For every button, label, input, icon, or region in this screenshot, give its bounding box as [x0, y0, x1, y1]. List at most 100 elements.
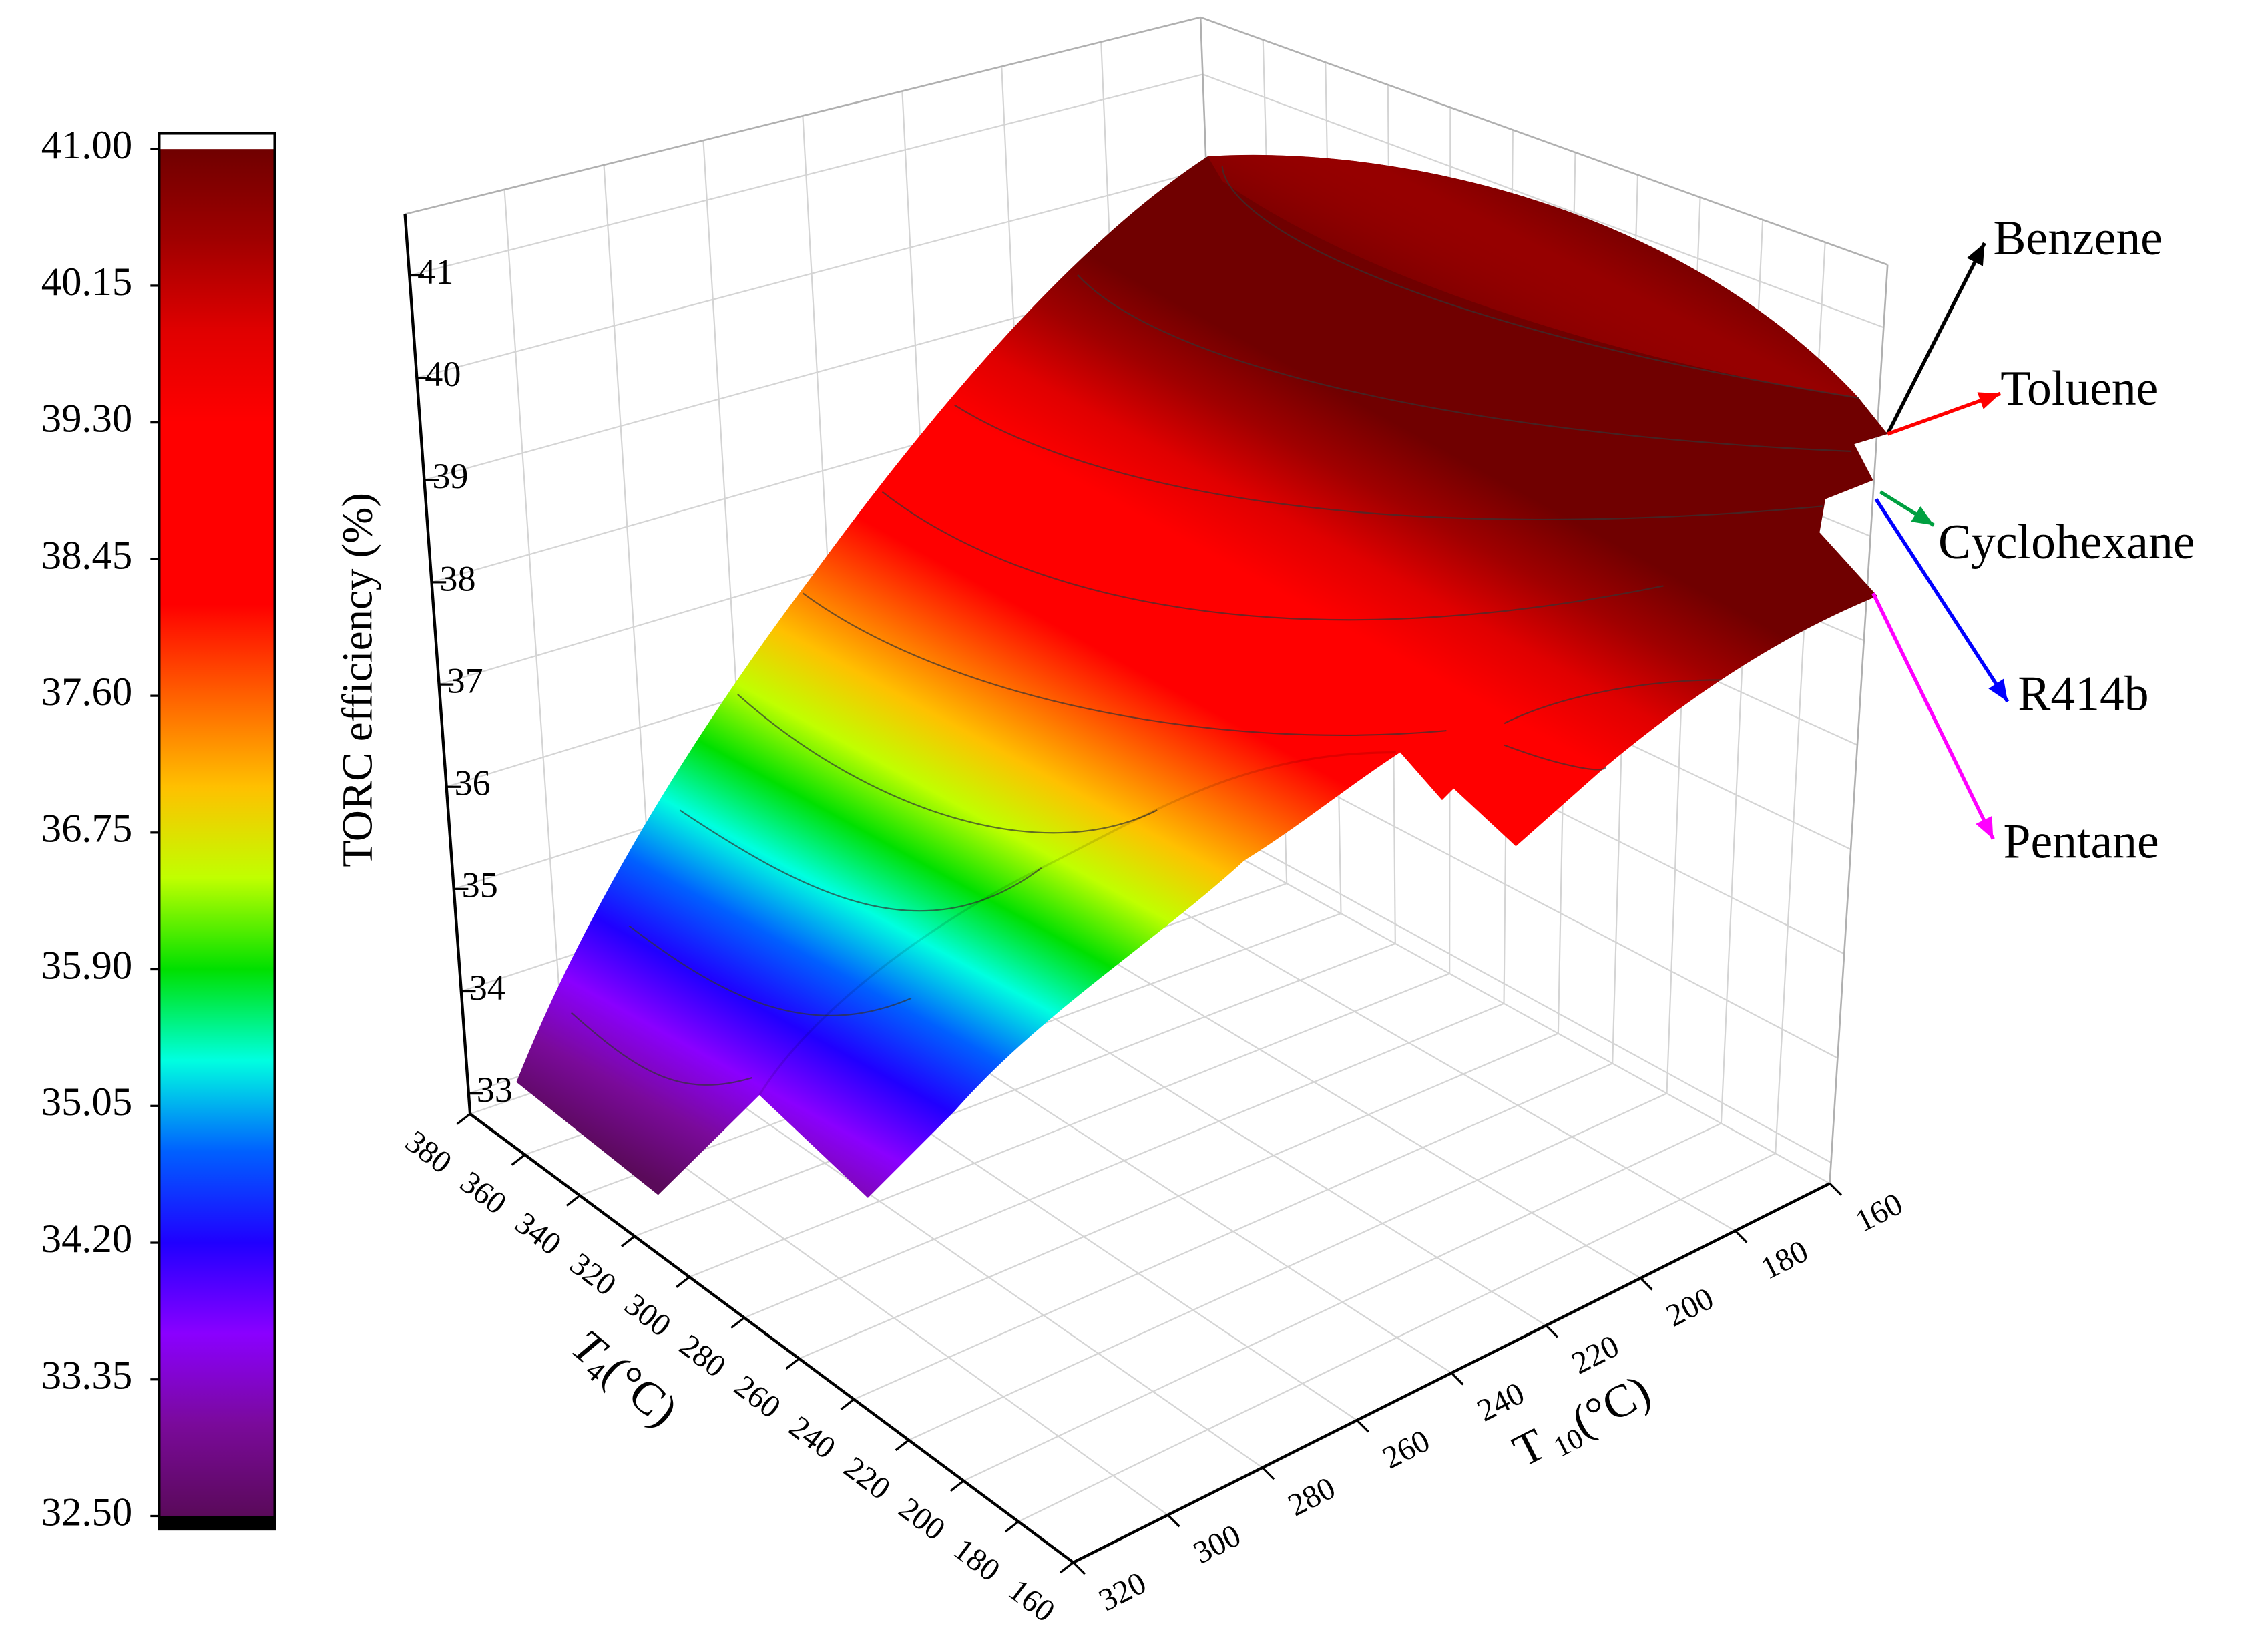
x-axis-title-unit: (°C) — [594, 1345, 688, 1436]
contour — [571, 1012, 752, 1086]
y-axis-title: T10(°C) — [1505, 1364, 1660, 1480]
x-tick — [511, 1153, 526, 1166]
x-tick-label: 200 — [893, 1491, 951, 1548]
colorbar-tick-label: 41.00 — [41, 123, 132, 168]
x-axis — [469, 1112, 1074, 1564]
grid-line — [1136, 885, 1736, 1232]
grid-line — [1231, 833, 1832, 1163]
box-edge — [1829, 264, 1889, 1184]
legend: Benzene Toluene Cyclohexane R414b Pentane — [1871, 210, 2195, 868]
z-tick-label: 40 — [425, 354, 461, 394]
colorbar-cap — [159, 133, 275, 150]
legend-arrow — [1874, 497, 2010, 703]
z-tick-label: 34 — [469, 968, 505, 1008]
x-tick — [565, 1195, 581, 1207]
colorbar-fill — [159, 149, 275, 1516]
colorbar-tick-label: 38.45 — [41, 533, 132, 578]
colorbar-tick-label: 34.20 — [41, 1217, 132, 1261]
colorbar-tick-label: 40.15 — [41, 260, 132, 304]
y-tick — [1450, 1372, 1464, 1386]
legend-arrow — [1871, 592, 1995, 840]
legend-label: Benzene — [1993, 210, 2163, 265]
x-tick — [1060, 1561, 1074, 1574]
box-edge — [1200, 16, 1888, 266]
y-tick-label: 320 — [1094, 1565, 1152, 1618]
surface-edge — [758, 751, 1396, 1096]
y-tick — [1829, 1183, 1843, 1196]
y-tick — [1640, 1277, 1653, 1291]
contour — [881, 491, 1664, 621]
grid-line — [1202, 73, 1884, 329]
z-tick-label: 37 — [447, 660, 483, 700]
x-axis-title: T4(°C) — [560, 1319, 688, 1440]
contour — [802, 592, 1447, 736]
colorbar-frame — [158, 132, 276, 1531]
colorbar-tick-label: 35.05 — [41, 1080, 132, 1124]
legend-arrowhead — [1988, 678, 2008, 702]
grid-line — [1232, 853, 1831, 1185]
x-tick-label: 380 — [399, 1124, 457, 1181]
contour — [679, 809, 1042, 912]
z-tick-label: 33 — [477, 1070, 513, 1110]
legend-arrowhead — [1976, 815, 1994, 839]
y-tick — [1072, 1561, 1086, 1575]
colorbar-tick-label: 35.90 — [41, 943, 132, 988]
x-tick — [785, 1358, 800, 1370]
x-tick-label: 320 — [563, 1247, 622, 1303]
legend-arrowhead — [1911, 506, 1934, 526]
x-tick-label: 260 — [728, 1369, 786, 1426]
contour — [628, 925, 912, 1016]
x-tick — [456, 1112, 471, 1125]
x-tick-label: 240 — [782, 1410, 841, 1466]
x-tick — [730, 1317, 745, 1329]
colorbar-tick-label: 32.50 — [41, 1490, 132, 1534]
x-tick — [840, 1398, 855, 1411]
colorbar-cap — [159, 1516, 275, 1529]
grid-line — [660, 1048, 1263, 1468]
surface-group — [516, 154, 1888, 1198]
x-tick-label: 340 — [509, 1205, 568, 1262]
contour — [954, 404, 1823, 520]
x-tick-label: 360 — [453, 1165, 512, 1221]
x-tick — [676, 1276, 690, 1288]
y-tick-label: 200 — [1661, 1281, 1719, 1334]
x-tick-label: 280 — [673, 1328, 732, 1385]
y-tick — [1356, 1419, 1369, 1433]
y-tick — [1166, 1514, 1180, 1528]
legend-label: R414b — [2018, 666, 2148, 721]
y-tick — [1261, 1466, 1275, 1480]
surface — [516, 154, 1888, 1198]
colorbar-tick-label: 37.60 — [41, 670, 132, 714]
x-tick — [949, 1480, 965, 1492]
colorbar: 32.50 33.35 34.20 35.05 35.90 36.75 37.60 38.45… — [41, 123, 276, 1534]
colorbar-tick-label: 39.30 — [41, 397, 132, 441]
contour — [1221, 166, 1859, 399]
z-tick-label: 39 — [432, 456, 468, 496]
contour — [1504, 679, 1722, 725]
x-tick — [620, 1235, 636, 1247]
legend-label: Cyclohexane — [1938, 514, 2195, 569]
y-tick-label: 280 — [1283, 1471, 1341, 1524]
legend-label: Pentane — [2004, 813, 2159, 868]
surface-top — [1207, 154, 1859, 398]
contour — [1077, 274, 1852, 453]
legend-arrowhead — [1977, 392, 2001, 409]
y-axis-title-main: T — [1505, 1418, 1554, 1476]
legend-label: Toluene — [2000, 361, 2158, 415]
legend-arrow — [1885, 242, 1986, 435]
contour — [1504, 744, 1606, 771]
y-tick-label: 240 — [1471, 1376, 1530, 1429]
x-tick-label: 220 — [837, 1450, 896, 1507]
colorbar-tick-label: 36.75 — [41, 807, 132, 851]
grid-line — [1041, 917, 1641, 1279]
z-axis — [403, 214, 472, 1114]
contour — [737, 694, 1158, 834]
colorbar-tick-label: 33.35 — [41, 1354, 132, 1398]
x-tick-label: 300 — [618, 1287, 677, 1344]
x-tick-label: 180 — [947, 1532, 1006, 1589]
x-tick — [895, 1439, 910, 1452]
y-tick-label: 160 — [1850, 1187, 1908, 1239]
z-axis-title: TORC efficiency (%) — [334, 493, 382, 867]
